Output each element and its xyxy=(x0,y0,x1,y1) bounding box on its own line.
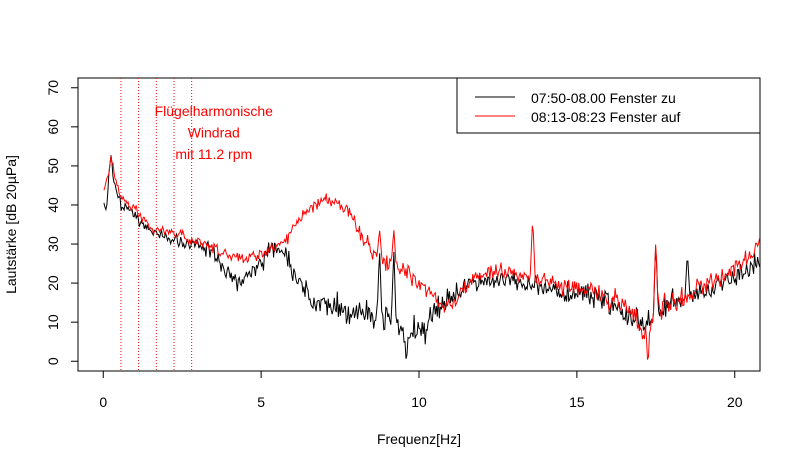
series-group xyxy=(103,155,761,360)
y-tick-label: 30 xyxy=(45,236,61,252)
x-tick-label: 0 xyxy=(99,394,107,410)
annotation-line: Flügelharmonische xyxy=(155,103,273,119)
x-tick-label: 5 xyxy=(257,394,265,410)
y-axis: 0 10 20 30 40 50 60 70 xyxy=(45,80,79,365)
y-tick-label: 60 xyxy=(45,119,61,135)
annotation-line: mit 11.2 rpm xyxy=(175,146,252,162)
annotation-line: Windrad xyxy=(188,125,240,141)
harmonic-markers xyxy=(120,78,193,371)
y-tick-label: 40 xyxy=(45,197,61,213)
legend-label-fenster-auf: 08:13-08:23 Fenster auf xyxy=(531,109,681,125)
y-tick-label: 20 xyxy=(45,275,61,291)
series-line-fenster-zu xyxy=(103,155,761,359)
y-tick-label: 50 xyxy=(45,158,61,174)
x-axis: 0 5 10 15 20 xyxy=(99,370,743,410)
x-axis-label: Frequenz[Hz] xyxy=(377,431,461,447)
annotation-harmonics: Flügelharmonische Windrad mit 11.2 rpm xyxy=(155,103,273,162)
legend: 07:50-08.00 Fenster zu 08:13-08:23 Fenst… xyxy=(456,77,761,134)
legend-box xyxy=(456,77,761,134)
y-tick-label: 10 xyxy=(45,314,61,330)
y-tick-label: 70 xyxy=(45,80,61,96)
x-tick-label: 10 xyxy=(411,394,427,410)
series-line-fenster-auf xyxy=(103,156,761,360)
x-tick-label: 15 xyxy=(569,394,585,410)
y-axis-label: Lautstärke [dB 20µPa] xyxy=(3,155,19,294)
legend-label-fenster-zu: 07:50-08.00 Fenster zu xyxy=(531,90,676,106)
y-tick-label: 0 xyxy=(45,357,61,365)
x-tick-label: 20 xyxy=(727,394,743,410)
